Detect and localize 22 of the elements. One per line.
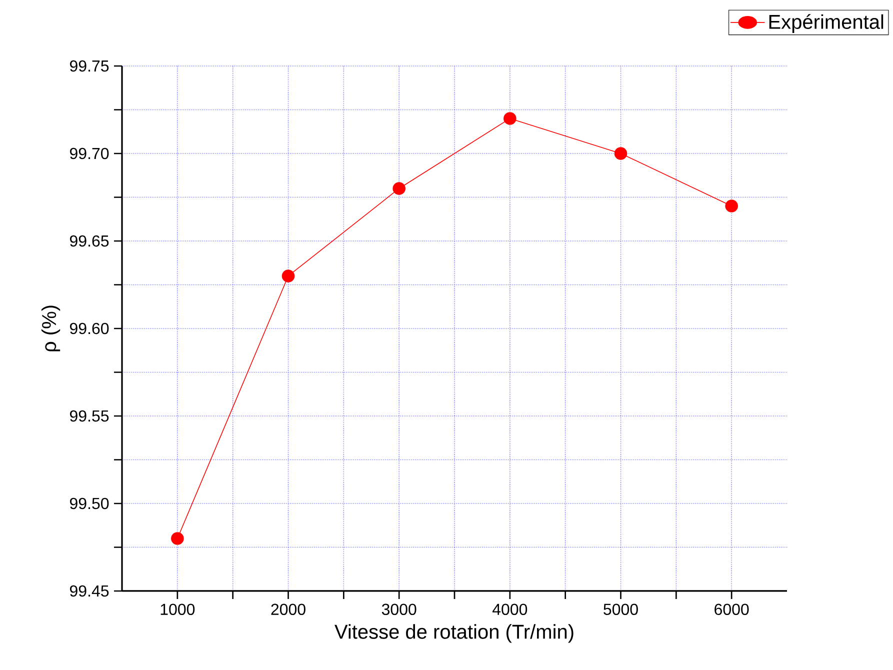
y-tick-label: 99.60 bbox=[70, 322, 109, 334]
y-tick-label: 99.75 bbox=[70, 60, 109, 72]
y-tick-label: 99.50 bbox=[70, 498, 109, 510]
x-tick-label: 3000 bbox=[382, 604, 416, 616]
x-tick-label: 4000 bbox=[492, 604, 528, 616]
y-tick-label: 99.45 bbox=[70, 585, 109, 597]
x-axis-title: Vitesse de rotation (Tr/min) bbox=[334, 624, 574, 643]
point bbox=[171, 532, 184, 545]
point bbox=[504, 112, 516, 125]
legend-label: Expérimental bbox=[769, 14, 884, 33]
point bbox=[392, 182, 406, 195]
y-tick-label: 99.55 bbox=[70, 410, 109, 422]
x-tick-label: 5000 bbox=[604, 604, 638, 616]
y-tick-label: 99.65 bbox=[70, 235, 109, 247]
point bbox=[614, 147, 628, 160]
y-axis-title: ρ (%) bbox=[41, 306, 60, 352]
point bbox=[282, 270, 295, 282]
point bbox=[725, 200, 738, 212]
x-tick-label: 6000 bbox=[714, 604, 749, 616]
y-tick-label: 99.70 bbox=[70, 148, 109, 160]
x-tick-label: 2000 bbox=[271, 604, 306, 616]
x-tick-label: 1000 bbox=[160, 604, 195, 616]
